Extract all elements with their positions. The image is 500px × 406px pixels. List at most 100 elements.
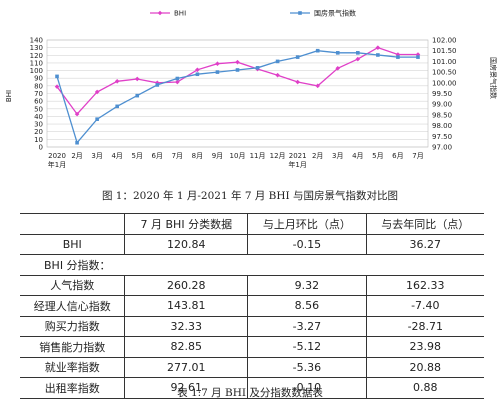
data-point — [195, 67, 200, 73]
x-tick-label: 3月 — [332, 152, 343, 160]
row-yoy: 0.88 — [365, 377, 484, 398]
row-value: 82.85 — [124, 336, 248, 357]
row-mom: -3.27 — [247, 316, 367, 337]
data-point — [335, 65, 341, 71]
row-value: 92.61 — [124, 377, 248, 398]
data-point — [54, 84, 60, 89]
x-tick-label: 7月 — [172, 152, 183, 160]
chart-gridlines — [46, 39, 429, 148]
row-mom: 8.56 — [247, 295, 367, 316]
legend-marker — [157, 10, 163, 16]
figure-caption: 图 1：2020 年 1 月-2021 年 7 月 BHI 与国房景气指数对比图 — [101, 190, 399, 202]
data-point — [74, 111, 80, 117]
row-name: 出租率指数 — [44, 381, 100, 395]
data-point — [375, 45, 381, 50]
bhi-data-table: 7 月 BHI 分类数据 与上月环比（点） 与去年同比（点） BHI 120.8… — [20, 213, 484, 399]
row-name: BHI — [62, 237, 82, 251]
table-row-bhi: BHI 120.84 -0.15 36.27 — [20, 234, 484, 255]
data-point — [235, 59, 240, 65]
x-tick-label: 2021 — [289, 152, 307, 160]
row-value: 260.28 — [124, 275, 248, 296]
left-tick-label: 130 — [30, 44, 43, 52]
series-lines — [54, 45, 421, 145]
table-header-cell: 与去年同比（点） — [365, 213, 484, 234]
x-tick-label: 5月 — [372, 152, 383, 160]
table-row: 人气指数 260.28 9.32 162.33 — [20, 275, 484, 296]
left-tick-label: 0 — [39, 144, 43, 152]
legend-label: BHI — [174, 10, 186, 18]
left-axis-label: BHI — [5, 90, 13, 102]
x-tick-label: 7月 — [412, 152, 423, 160]
data-point — [315, 83, 321, 89]
series-line-index — [56, 50, 418, 145]
data-point — [335, 51, 340, 55]
plot-frame — [46, 39, 429, 148]
data-point — [55, 74, 59, 79]
x-tick-label: 12月 — [270, 152, 286, 160]
left-tick-label: 50 — [34, 105, 43, 113]
left-tick-label: 90 — [34, 75, 43, 83]
x-tick-label: 6月 — [392, 152, 403, 160]
row-yoy: 36.27 — [365, 234, 484, 255]
left-tick-label: 40 — [34, 113, 43, 121]
data-point — [235, 68, 240, 72]
row-yoy: -28.71 — [365, 316, 484, 337]
x-tick-label: 11月 — [250, 152, 266, 160]
left-tick-label: 120 — [30, 52, 43, 60]
left-tick-label: 80 — [34, 82, 43, 90]
table-section-row: BHI 分指数： — [20, 254, 484, 276]
row-mom: -5.12 — [247, 336, 367, 357]
data-point — [175, 79, 180, 85]
row-value: 120.84 — [124, 234, 248, 255]
x-tick-label: 10月 — [230, 152, 246, 160]
left-tick-label: 140 — [30, 37, 43, 45]
x-tick-label: 3月 — [91, 152, 102, 160]
table-row: 出租率指数 92.61 -0.10 0.88 — [20, 377, 484, 398]
x-tick-label: 6月 — [152, 152, 163, 160]
data-point — [215, 61, 220, 66]
data-point — [94, 89, 100, 95]
table-caption: 表 1:7 月 BHI 及分指数数据表 — [177, 387, 323, 399]
chart-legend: BHI 国房景气指数 — [150, 9, 356, 18]
legend-marker — [298, 11, 302, 15]
right-tick-label: 100.00 — [432, 79, 457, 87]
data-point — [275, 72, 280, 78]
left-tick-label: 60 — [34, 98, 43, 106]
row-name: 经理人信心指数 — [33, 299, 111, 313]
row-value: 32.33 — [124, 316, 248, 337]
data-point — [416, 55, 420, 59]
data-point — [376, 53, 380, 57]
table-row: 购买力指数 32.33 -3.27 -28.71 — [20, 316, 484, 337]
row-mom: 9.32 — [247, 275, 367, 296]
x-tick-label: 4月 — [352, 152, 363, 160]
right-tick-label: 101.00 — [432, 58, 457, 66]
right-tick-label: 101.50 — [432, 47, 457, 55]
x-tick-label: 年1月 — [288, 160, 306, 169]
data-point — [195, 72, 200, 77]
data-point — [135, 93, 140, 98]
row-yoy: 162.33 — [365, 275, 484, 296]
x-tick-label: 2月 — [312, 152, 323, 160]
x-tick-label: 2020 — [48, 152, 66, 160]
data-point — [215, 70, 220, 74]
data-point — [255, 66, 260, 70]
x-tick-label: 4月 — [111, 152, 122, 160]
table-header-cell: 与上月环比（点） — [247, 213, 367, 234]
right-axis-label: 国房景气指数 — [489, 57, 498, 99]
data-point — [355, 56, 361, 62]
x-tick-label: 2月 — [71, 152, 82, 160]
x-tick-label: 年1月 — [48, 160, 66, 169]
row-yoy: 20.88 — [365, 357, 484, 378]
data-point — [295, 55, 300, 59]
right-tick-label: 99.50 — [432, 90, 452, 98]
row-mom: -0.15 — [247, 234, 367, 255]
x-tick-label: 8月 — [192, 152, 203, 160]
row-yoy: 23.98 — [365, 336, 484, 357]
row-name: 就业率指数 — [44, 361, 100, 375]
left-tick-label: 100 — [30, 67, 43, 75]
data-point — [134, 76, 140, 82]
table-row: 经理人信心指数 143.81 8.56 -7.40 — [20, 295, 484, 316]
data-point — [155, 83, 160, 87]
